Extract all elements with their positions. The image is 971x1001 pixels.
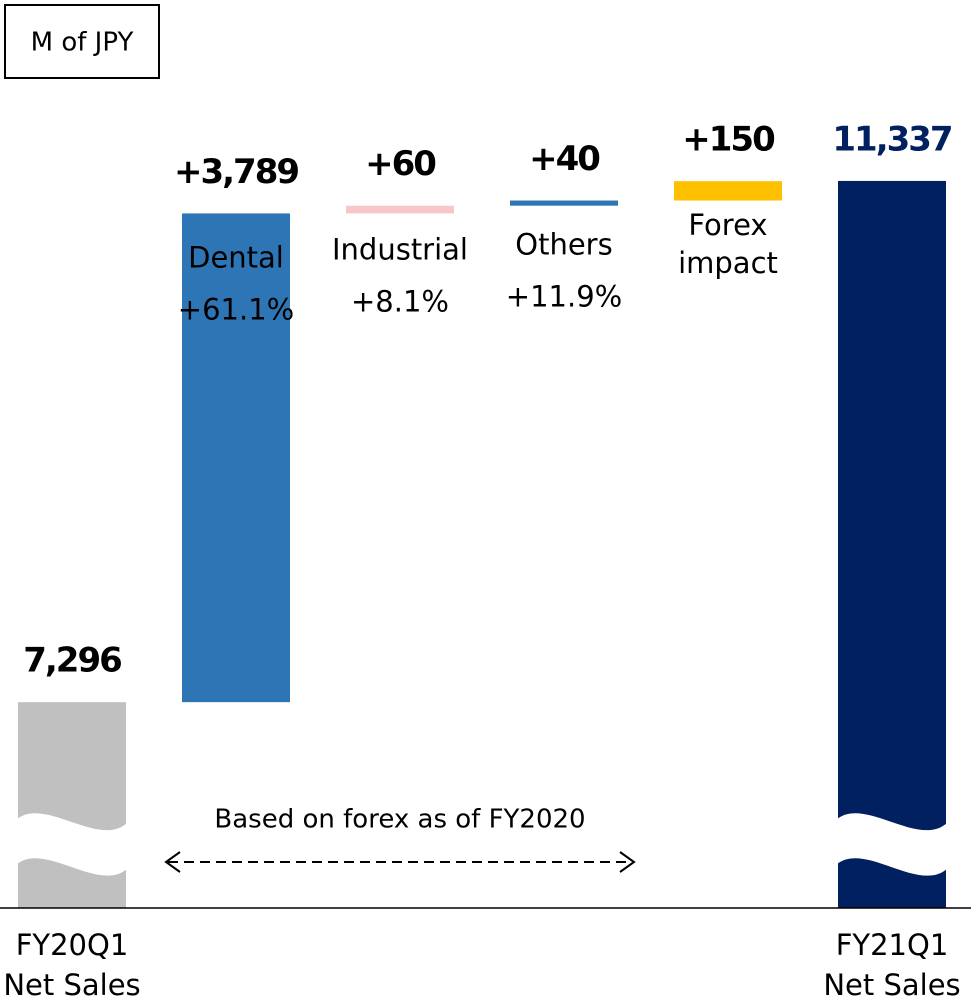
growth-label: +11.9%	[506, 280, 622, 314]
x-tick-label: FY20Q1 Net Sales	[3, 928, 140, 1001]
category-label: Forex impact	[678, 208, 778, 280]
bar	[346, 205, 454, 214]
value-label: 7,296	[23, 641, 121, 681]
growth-label: +8.1%	[351, 285, 449, 319]
annotation: Based on forex as of FY2020	[214, 805, 585, 835]
axis-breaks	[16, 813, 948, 876]
value-label: +150	[682, 120, 775, 160]
bar	[838, 180, 946, 908]
value-label: +3,789	[174, 152, 298, 192]
bar	[674, 181, 782, 201]
growth-label: +61.1%	[178, 292, 294, 326]
dashed-arrow	[164, 851, 636, 873]
bar	[510, 200, 618, 206]
unit-box	[4, 4, 160, 79]
value-label: +60	[365, 144, 436, 184]
bar	[18, 702, 126, 908]
value-label: 11,337	[832, 119, 951, 159]
x-tick-label: FY21Q1 Net Sales	[823, 928, 960, 1001]
unit-label: M of JPY	[31, 28, 134, 58]
axis-break	[836, 813, 948, 876]
bar	[182, 213, 290, 703]
category-label: Dental	[188, 240, 284, 274]
axis-break	[16, 813, 128, 876]
category-label: Industrial	[332, 233, 468, 267]
value-label: +40	[529, 139, 600, 179]
category-label: Others	[515, 228, 612, 262]
bars	[18, 180, 946, 908]
